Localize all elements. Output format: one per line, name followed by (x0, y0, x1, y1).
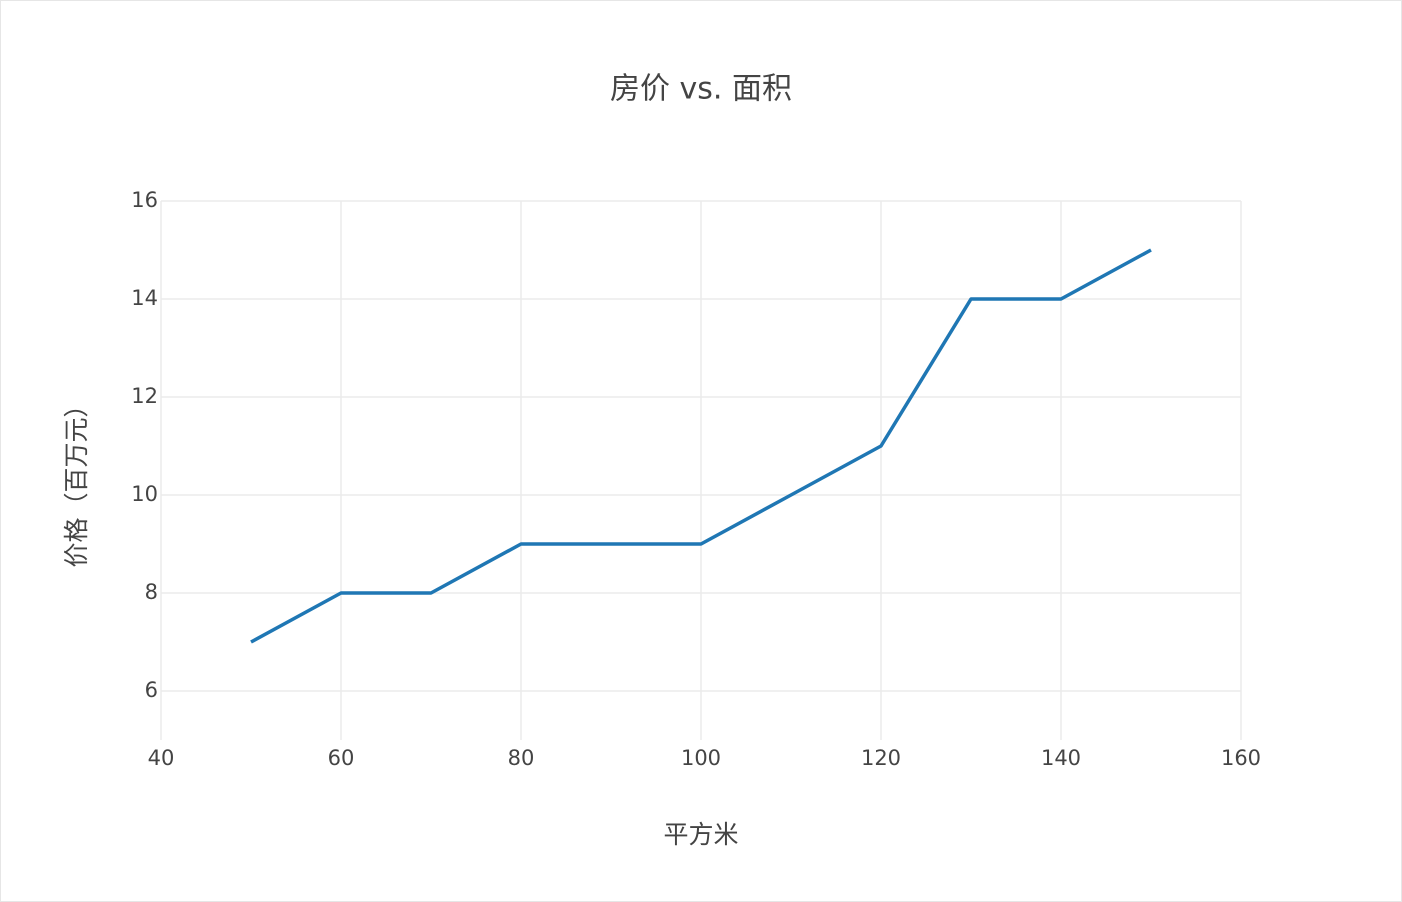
x-tick-label: 40 (148, 746, 175, 770)
y-tick-label: 8 (145, 580, 158, 604)
x-tick-label: 140 (1041, 746, 1081, 770)
y-tick-label: 6 (145, 678, 158, 702)
x-tick-label: 80 (508, 746, 535, 770)
x-axis-label: 平方米 (663, 820, 738, 849)
y-axis-label: 价格（百万元） (62, 392, 91, 567)
line (250, 248, 1152, 644)
y-tick-label: 12 (131, 384, 158, 408)
x-tick-label: 120 (861, 746, 901, 770)
x-tick-label: 100 (681, 746, 721, 770)
x-tick-label: 60 (328, 746, 355, 770)
y-tick-label: 16 (131, 188, 158, 212)
x-tick-label: 160 (1221, 746, 1261, 770)
chart-title: 房价 vs. 面积 (610, 72, 792, 107)
y-tick-label: 10 (131, 482, 158, 506)
y-tick-label: 14 (131, 286, 158, 310)
